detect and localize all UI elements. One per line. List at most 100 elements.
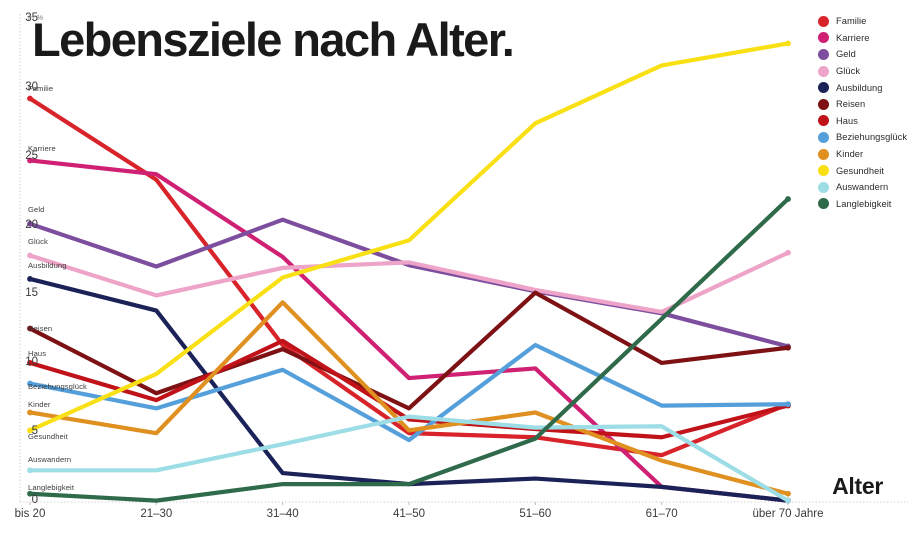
series-inline-label: Auswandern xyxy=(28,455,72,464)
chart-title: Lebensziele nach Alter. xyxy=(32,13,515,66)
legend-item-haus[interactable]: Haus xyxy=(818,113,915,130)
legend-item-karriere[interactable]: Karriere xyxy=(818,30,915,47)
series-start-dot xyxy=(27,409,33,416)
legend-item-kinder[interactable]: Kinder xyxy=(818,146,915,163)
legend-item-label: Geld xyxy=(836,49,856,60)
legend-item-gl-ck[interactable]: Glück xyxy=(818,63,915,80)
legend-item-familie[interactable]: Familie xyxy=(818,13,915,30)
series-start-dot xyxy=(27,427,33,434)
x-axis-tick-label: 61–70 xyxy=(645,508,678,520)
legend-item-label: Langlebigkeit xyxy=(836,198,892,209)
series-start-dot xyxy=(27,276,33,282)
series-line-gl-ck xyxy=(27,250,791,315)
legend-item-label: Gesundheit xyxy=(836,165,885,176)
series-inline-label: Beziehungsglück xyxy=(28,382,87,391)
series-line-beziehungsgl-ck xyxy=(27,342,791,443)
series-inline-label: Kinder xyxy=(28,400,51,409)
series-start-dot xyxy=(27,220,33,227)
series-start-dot xyxy=(27,95,33,102)
series-start-dot xyxy=(27,252,33,259)
legend-item-auswandern[interactable]: Auswandern xyxy=(818,179,915,196)
chart-legend: Familie Karriere Geld Glück Ausbildung Reisen… xyxy=(818,13,915,212)
series-start-dot xyxy=(27,325,33,332)
y-axis-ticks: 0 5 10 15 20 25 30 35 xyxy=(0,0,38,533)
y-axis-tick-label: 25 xyxy=(25,149,38,162)
series-line-gesundheit xyxy=(27,41,791,433)
x-axis-title: Alter xyxy=(832,473,883,499)
series-end-dot xyxy=(785,490,791,497)
y-axis-tick-label: 35 xyxy=(25,12,38,24)
series-line-langlebigkeit xyxy=(27,196,791,503)
series-group xyxy=(27,40,791,504)
x-axis-tick-label: 21–30 xyxy=(140,508,173,520)
legend-item-label: Reisen xyxy=(836,99,866,110)
x-axis-tick-label: 51–60 xyxy=(519,508,552,520)
legend-item-label: Beziehungsglück xyxy=(836,132,908,143)
y-axis-tick-label: 20 xyxy=(25,218,38,231)
series-end-dot xyxy=(785,249,791,256)
legend-item-reisen[interactable]: Reisen xyxy=(818,96,915,113)
series-line-haus xyxy=(27,338,791,440)
legend-color-dot-icon xyxy=(818,32,829,44)
y-axis-tick-label: 5 xyxy=(31,425,38,438)
x-axis-ticks: bis 20 21–30 31–40 41–50 51–60 61–70 über 70 J… xyxy=(0,508,915,532)
series-end-dot xyxy=(785,401,791,408)
legend-color-dot-icon xyxy=(818,115,829,127)
x-axis-tick-label: 31–40 xyxy=(266,508,299,520)
y-axis-tick-label: 30 xyxy=(25,80,38,93)
y-axis-tick-label: 15 xyxy=(25,287,38,300)
legend-item-langlebigkeit[interactable]: Langlebigkeit xyxy=(818,196,915,213)
series-line-auswandern xyxy=(27,414,791,503)
legend-item-label: Auswandern xyxy=(836,182,889,193)
legend-color-dot-icon xyxy=(818,198,829,210)
legend-item-label: Kinder xyxy=(836,149,864,160)
series-inline-label: Ausbildung xyxy=(28,261,67,270)
legend-color-dot-icon xyxy=(818,131,829,143)
y-axis-tick-label: 0 xyxy=(31,494,38,506)
legend-item-geld[interactable]: Geld xyxy=(818,46,915,63)
series-inline-label: Gesundheit xyxy=(28,432,68,441)
series-line-reisen xyxy=(27,290,791,411)
series-inline-label: Glück xyxy=(28,237,48,246)
y-axis-unit-label: in % xyxy=(28,13,44,22)
legend-item-beziehungsgl-ck[interactable]: Beziehungsglück xyxy=(818,129,915,146)
series-start-dot xyxy=(27,467,33,474)
legend-item-label: Haus xyxy=(836,115,858,126)
y-axis-tick-label: 10 xyxy=(25,356,38,369)
legend-color-dot-icon xyxy=(818,65,829,77)
legend-color-dot-icon xyxy=(818,82,829,94)
legend-item-label: Karriere xyxy=(836,32,870,43)
series-line-kinder xyxy=(27,300,791,496)
series-inline-label: Langlebigkeit xyxy=(28,483,75,492)
legend-color-dot-icon xyxy=(818,181,829,193)
series-inline-label: Familie xyxy=(28,84,54,93)
legend-item-ausbildung[interactable]: Ausbildung xyxy=(818,79,915,96)
legend-color-dot-icon xyxy=(818,98,829,110)
legend-color-dot-icon xyxy=(818,148,829,160)
series-end-dot xyxy=(785,344,791,351)
series-start-dot xyxy=(27,157,33,164)
series-inline-label: Reisen xyxy=(28,324,53,333)
series-end-dot xyxy=(785,196,791,202)
legend-item-label: Familie xyxy=(836,16,867,27)
series-start-dot xyxy=(27,360,33,366)
series-line-familie xyxy=(27,96,791,458)
x-axis-tick-label: bis 20 xyxy=(14,508,46,520)
series-start-dot xyxy=(27,380,33,387)
series-end-dot xyxy=(785,497,791,504)
x-axis-tick-label: über 70 Jahre xyxy=(752,508,824,520)
series-line-ausbildung xyxy=(27,276,791,503)
series-inline-label: Haus xyxy=(28,349,47,358)
legend-item-gesundheit[interactable]: Gesundheit xyxy=(818,162,915,179)
series-inline-label: Geld xyxy=(28,205,45,214)
legend-item-label: Glück xyxy=(836,66,861,77)
legend-color-dot-icon xyxy=(818,48,829,60)
legend-item-label: Ausbildung xyxy=(836,82,883,93)
legend-color-dot-icon xyxy=(818,15,829,27)
x-axis-tick-label: 41–50 xyxy=(393,508,425,520)
series-start-dot xyxy=(27,490,33,497)
legend-color-dot-icon xyxy=(818,165,829,177)
